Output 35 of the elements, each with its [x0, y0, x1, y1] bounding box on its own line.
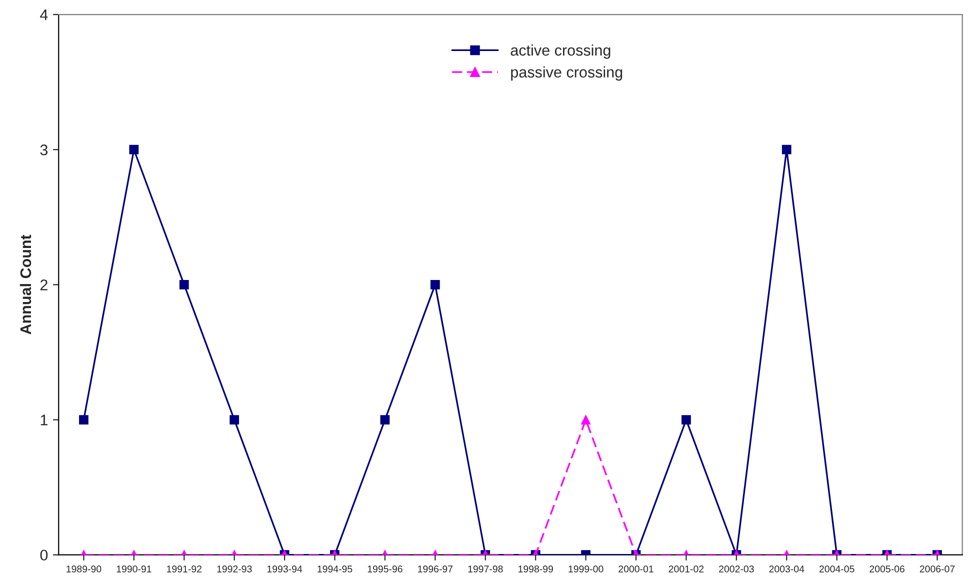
- point: [79, 415, 88, 424]
- x-tick-label: 2006-07: [920, 566, 955, 572]
- x-tick-label: 1998-99: [518, 566, 553, 572]
- legend-label: active crossing: [510, 44, 610, 59]
- x-tick-label: 1996-97: [418, 566, 453, 572]
- x-tick-label: 1990-91: [116, 566, 152, 572]
- x-tick-label: 1992-93: [217, 566, 252, 572]
- point: [430, 280, 440, 290]
- point: [782, 144, 792, 154]
- x-tick-label: 1989-90: [66, 566, 102, 572]
- point: [230, 415, 240, 424]
- legend-label: passive crossing: [511, 66, 622, 81]
- point: [682, 415, 691, 424]
- y-tick-label: 0: [40, 550, 48, 561]
- y-tick-label: 1: [40, 414, 48, 426]
- point: [179, 280, 189, 290]
- x-tick-label: 2005-06: [870, 566, 904, 572]
- x-tick-label: 2003-04: [769, 566, 804, 572]
- y-tick-label: 4: [40, 10, 48, 20]
- x-tick-label: 1999-00: [568, 566, 604, 572]
- x-tick-label: 1994-95: [318, 566, 352, 572]
- x-tick-label: 1991-92: [167, 566, 202, 572]
- x-tick-label: 2000-01: [618, 566, 654, 572]
- x-tick-label: 2002-03: [719, 566, 754, 572]
- x-tick-label: 1995-96: [368, 566, 402, 572]
- x-tick-label: 2004-05: [819, 566, 854, 572]
- x-tick-label: 1997-98: [468, 566, 503, 572]
- point: [129, 144, 139, 154]
- point: [581, 415, 590, 424]
- x-tick-label: 2001-02: [668, 566, 704, 572]
- y-tick-label: 3: [40, 144, 48, 156]
- point: [380, 415, 390, 424]
- y-tick-label: 2: [40, 280, 48, 290]
- y-axis-title: Annual Count: [20, 234, 32, 334]
- x-tick-label: 1993-94: [267, 566, 302, 572]
